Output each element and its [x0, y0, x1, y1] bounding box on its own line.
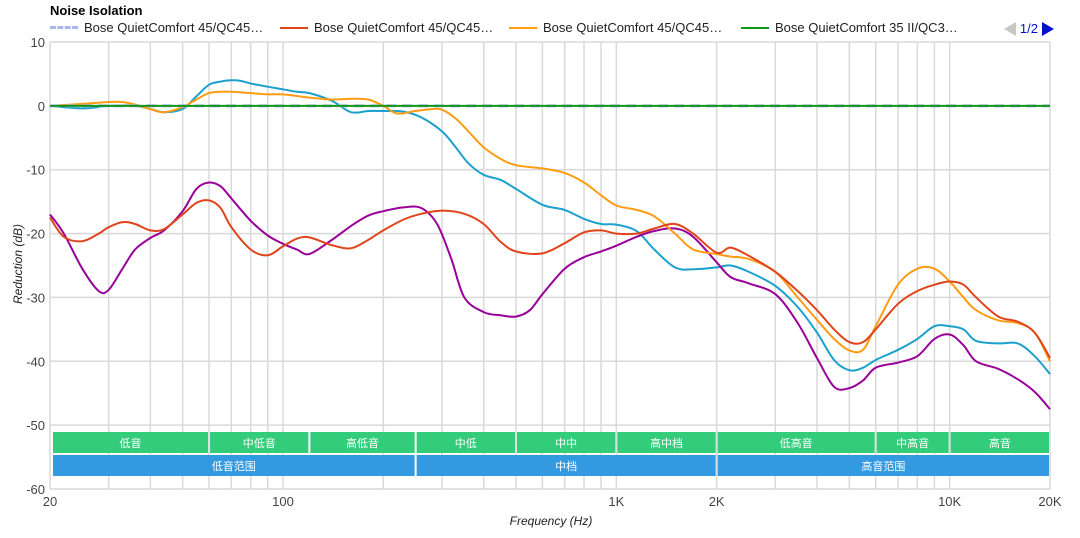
band-rect [950, 432, 1049, 453]
series-line [49, 90, 1051, 362]
legend-item[interactable]: Bose QuietComfort 45/QC45… [509, 20, 722, 35]
legend-swatch [509, 26, 537, 29]
band-rect [210, 432, 309, 453]
y-tick-label: -60 [26, 482, 45, 497]
series-lines [49, 79, 1051, 410]
series-line [49, 199, 1051, 359]
legend-swatch [741, 26, 769, 29]
band-label: 高低音 [346, 436, 379, 450]
series-line [49, 79, 1051, 375]
y-tick-label: 0 [38, 99, 45, 114]
legend-swatch-dashed [50, 26, 78, 29]
band-rect [416, 455, 716, 476]
y-tick-label: -40 [26, 354, 45, 369]
x-tick-label: 20 [43, 494, 57, 509]
band-label: 中档 [555, 459, 577, 473]
legend-label: Bose QuietComfort 45/QC45… [543, 20, 723, 35]
x-tick-label: 2K [709, 494, 725, 509]
grid [49, 41, 1051, 490]
band-label: 低音范围 [212, 459, 256, 473]
prev-page-icon[interactable] [1003, 21, 1016, 36]
legend-item[interactable]: Bose QuietComfort 45/QC45… [280, 20, 493, 35]
band-label: 中中 [555, 437, 577, 450]
legend-label: Bose QuietComfort 45/QC45… [84, 20, 264, 35]
band-rect [717, 432, 875, 453]
y-tick-label: -50 [26, 418, 45, 433]
legend-swatch [280, 26, 308, 29]
x-tick-label: 10K [938, 494, 961, 509]
x-axis-ticks: 20 100 1K 2K 10K 20K [43, 494, 1062, 509]
band-rect [310, 432, 415, 453]
band-label: 低音 [120, 436, 142, 450]
band-label: 高中档 [650, 436, 683, 450]
band-rect [416, 432, 515, 453]
legend-label: Bose QuietComfort 35 II/QC3… [775, 20, 958, 35]
y-tick-label: -20 [26, 227, 45, 242]
band-rect [53, 432, 209, 453]
band-label: 中低音 [243, 436, 276, 450]
band-label: 高音范围 [861, 459, 905, 473]
page-indicator: 1/2 [1019, 21, 1038, 36]
band-rect [717, 455, 1049, 476]
legend-pager: 1/2 [1003, 21, 1054, 36]
band-label: 中高音 [896, 436, 929, 450]
y-tick-label: 10 [31, 35, 45, 50]
legend-item[interactable]: Bose QuietComfort 45/QC45… [50, 20, 263, 35]
x-tick-label: 1K [608, 494, 624, 509]
legend-label: Bose QuietComfort 45/QC45… [314, 20, 494, 35]
band-rect [53, 455, 415, 476]
series-line [49, 181, 1051, 410]
y-tick-label: -30 [26, 290, 45, 305]
band-rect [617, 432, 716, 453]
band-label: 低高音 [780, 436, 813, 450]
legend: Bose QuietComfort 45/QC45… Bose QuietCom… [50, 18, 1060, 38]
x-tick-label: 20K [1038, 494, 1061, 509]
y-axis-label: Reduction (dB) [11, 224, 25, 304]
y-tick-label: -10 [26, 163, 45, 178]
next-page-icon[interactable] [1042, 21, 1054, 36]
band-rect [516, 432, 616, 453]
x-axis-label: Frequency (Hz) [510, 514, 593, 528]
legend-item[interactable]: Bose QuietComfort 35 II/QC3… [741, 20, 958, 35]
x-tick-label: 100 [272, 494, 294, 509]
y-axis-ticks: 10 0 -10 -20 -30 -40 -50 -60 [26, 35, 45, 497]
band-label: 高音 [989, 436, 1011, 450]
chart-title: Noise Isolation [50, 3, 143, 18]
band-label: 中低 [455, 437, 477, 450]
band-rect [876, 432, 949, 453]
